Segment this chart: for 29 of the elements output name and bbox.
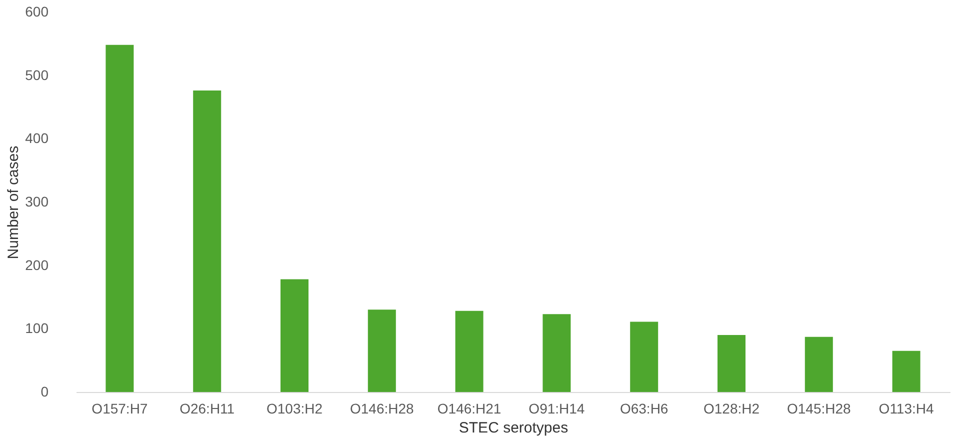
- x-tick-label: O128:H2: [703, 400, 760, 416]
- bar: [193, 90, 222, 392]
- y-axis-title: Number of cases: [5, 146, 22, 260]
- x-tick-label: O146:H21: [437, 400, 502, 416]
- x-tick-label: O63:H6: [620, 400, 668, 416]
- x-tick-label: O146:H28: [350, 400, 414, 416]
- bar: [804, 336, 833, 392]
- x-tick-label: O103:H2: [266, 400, 323, 416]
- y-tick-label: 400: [25, 130, 49, 146]
- bar: [368, 310, 396, 392]
- x-tick-label: O113:H4: [878, 400, 934, 416]
- y-tick-label: 100: [25, 320, 49, 336]
- x-tick-label: O91:H14: [528, 400, 585, 416]
- x-tick-label: O157:H7: [92, 400, 148, 416]
- x-tick-label: O145:H28: [786, 400, 852, 416]
- y-tick-label: 200: [25, 256, 49, 273]
- bar: [455, 310, 484, 392]
- y-tick-label: 0: [40, 384, 49, 400]
- y-tick-label: 600: [25, 4, 49, 20]
- bar: [542, 314, 571, 392]
- x-tick-label: O26:H11: [180, 400, 235, 416]
- bar: [892, 350, 920, 392]
- bar: [630, 322, 658, 392]
- y-tick-label: 500: [25, 66, 49, 83]
- bar: [106, 44, 134, 392]
- y-tick-label: 300: [25, 194, 49, 210]
- bar: [280, 279, 308, 392]
- bar: [718, 335, 746, 392]
- x-axis-title: STEC serotypes: [458, 420, 568, 436]
